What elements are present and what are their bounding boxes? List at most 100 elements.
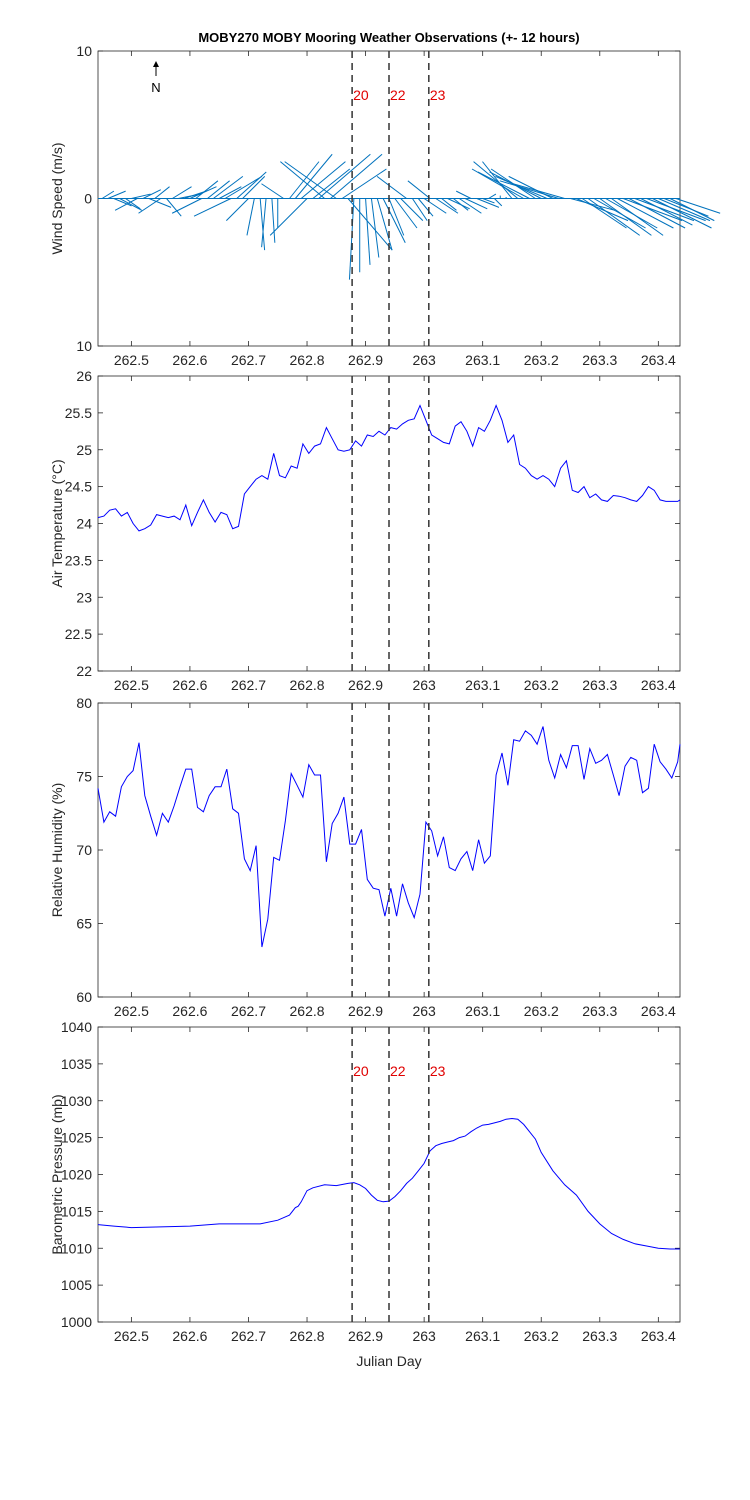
y-tick-label: 26 [76, 368, 92, 384]
wind-vector [376, 198, 393, 251]
wind-vector [131, 193, 151, 199]
x-tick-label: 262.6 [172, 1003, 207, 1019]
y-tick-label: 1015 [61, 1203, 92, 1219]
wind-vector [142, 189, 162, 199]
event-label: 23 [430, 87, 446, 103]
wind-vector [246, 198, 255, 236]
wind-vector [628, 198, 686, 229]
y-axis-label: Barometric Pressure (mb) [49, 1094, 65, 1254]
x-tick-label: 263 [412, 1328, 436, 1344]
wind-vector [453, 198, 469, 211]
wind-vector [482, 198, 495, 204]
wind-vector [435, 198, 459, 214]
x-tick-label: 263.3 [582, 352, 617, 368]
y-tick-label: 1040 [61, 1019, 92, 1035]
wind-vector [261, 183, 284, 199]
x-tick-label: 262.7 [231, 1328, 266, 1344]
wind-vector [348, 198, 355, 280]
wind-vector [664, 198, 709, 217]
y-tick-label: 23 [76, 589, 92, 605]
x-tick-label: 262.7 [231, 677, 266, 693]
wind-vector [261, 198, 267, 248]
y-tick-label: 10 [76, 43, 92, 59]
wind-vector [458, 198, 482, 214]
wind-vector [294, 153, 333, 199]
y-tick-label: 10 [76, 338, 92, 354]
wind-vector [447, 198, 470, 210]
wind-vector [617, 198, 674, 229]
wind-vector [183, 190, 207, 199]
wind-vector [576, 198, 629, 222]
wind-vector [675, 198, 721, 214]
x-tick-label: 263.4 [641, 677, 676, 693]
wind-vector [394, 198, 418, 229]
wind-vector [658, 198, 711, 222]
y-tick-label: 80 [76, 695, 92, 711]
wind-vector [166, 198, 182, 217]
y-tick-label: 0 [84, 191, 92, 207]
rh-series-line [97, 726, 681, 948]
north-arrow-head [153, 61, 159, 67]
wind-vector [259, 198, 266, 251]
x-tick-label: 263.2 [524, 1003, 559, 1019]
x-tick-label: 262.5 [114, 1003, 149, 1019]
wind-vector [280, 161, 325, 199]
wind-vector [488, 193, 497, 199]
wind-vector [341, 168, 387, 199]
wind-vector [423, 198, 447, 214]
panel-wind: 10 0 10 262.5 262.6 262.7 262.8 262.9 263 263.1 26… [49, 43, 721, 368]
y-tick-label: 70 [76, 842, 92, 858]
x-tick-label: 262.6 [172, 677, 207, 693]
event-label: 22 [390, 1063, 406, 1079]
y-tick-label: 1020 [61, 1167, 92, 1183]
wind-vector [640, 198, 693, 226]
wind-vector [669, 198, 715, 222]
wind-vector [473, 161, 519, 199]
wind-vector [195, 180, 219, 199]
wind-vector [224, 175, 263, 199]
wind-vector [494, 198, 503, 207]
wind-vector [148, 198, 172, 208]
wind-vector [193, 198, 232, 217]
north-label: N [151, 80, 160, 95]
wind-vector [330, 153, 383, 199]
wind-vector [455, 190, 472, 199]
event-label: 20 [353, 87, 369, 103]
x-tick-label: 262.9 [348, 1003, 383, 1019]
x-tick-label: 263.4 [641, 1328, 676, 1344]
y-axis-label: Air Temperature (°C) [49, 459, 65, 587]
wind-vector [581, 198, 627, 229]
wind-vector [242, 176, 266, 199]
wind-vector [376, 175, 407, 199]
wind-vector [125, 198, 141, 210]
x-tick-label: 262.8 [290, 1328, 325, 1344]
wind-vector [407, 180, 431, 199]
y-tick-label: 1025 [61, 1130, 92, 1146]
x-tick-label: 262.7 [231, 1003, 266, 1019]
x-tick-label: 262.7 [231, 352, 266, 368]
x-axis-label: Julian Day [356, 1353, 421, 1369]
y-tick-label: 25 [76, 442, 92, 458]
pressure-series-line [97, 1117, 680, 1250]
wind-vector [623, 198, 683, 222]
x-tick-label: 263.3 [582, 1003, 617, 1019]
wind-vector [382, 198, 406, 243]
wind-vector [417, 198, 434, 217]
wind-vector [365, 198, 371, 265]
y-tick-label: 1035 [61, 1056, 92, 1072]
y-tick-label: 1005 [61, 1277, 92, 1293]
x-tick-label: 262.6 [172, 352, 207, 368]
wind-vector [652, 198, 712, 229]
wind-vector [114, 198, 138, 211]
wind-vector [388, 198, 405, 236]
y-tick-label: 24 [76, 516, 92, 532]
wind-vector [207, 180, 230, 199]
y-tick-label: 60 [76, 989, 92, 1005]
wind-vector [154, 186, 170, 199]
wind-vector [646, 198, 706, 222]
x-tick-label: 263.2 [524, 1328, 559, 1344]
wind-vector [477, 171, 530, 199]
y-tick-label: 1010 [61, 1240, 92, 1256]
